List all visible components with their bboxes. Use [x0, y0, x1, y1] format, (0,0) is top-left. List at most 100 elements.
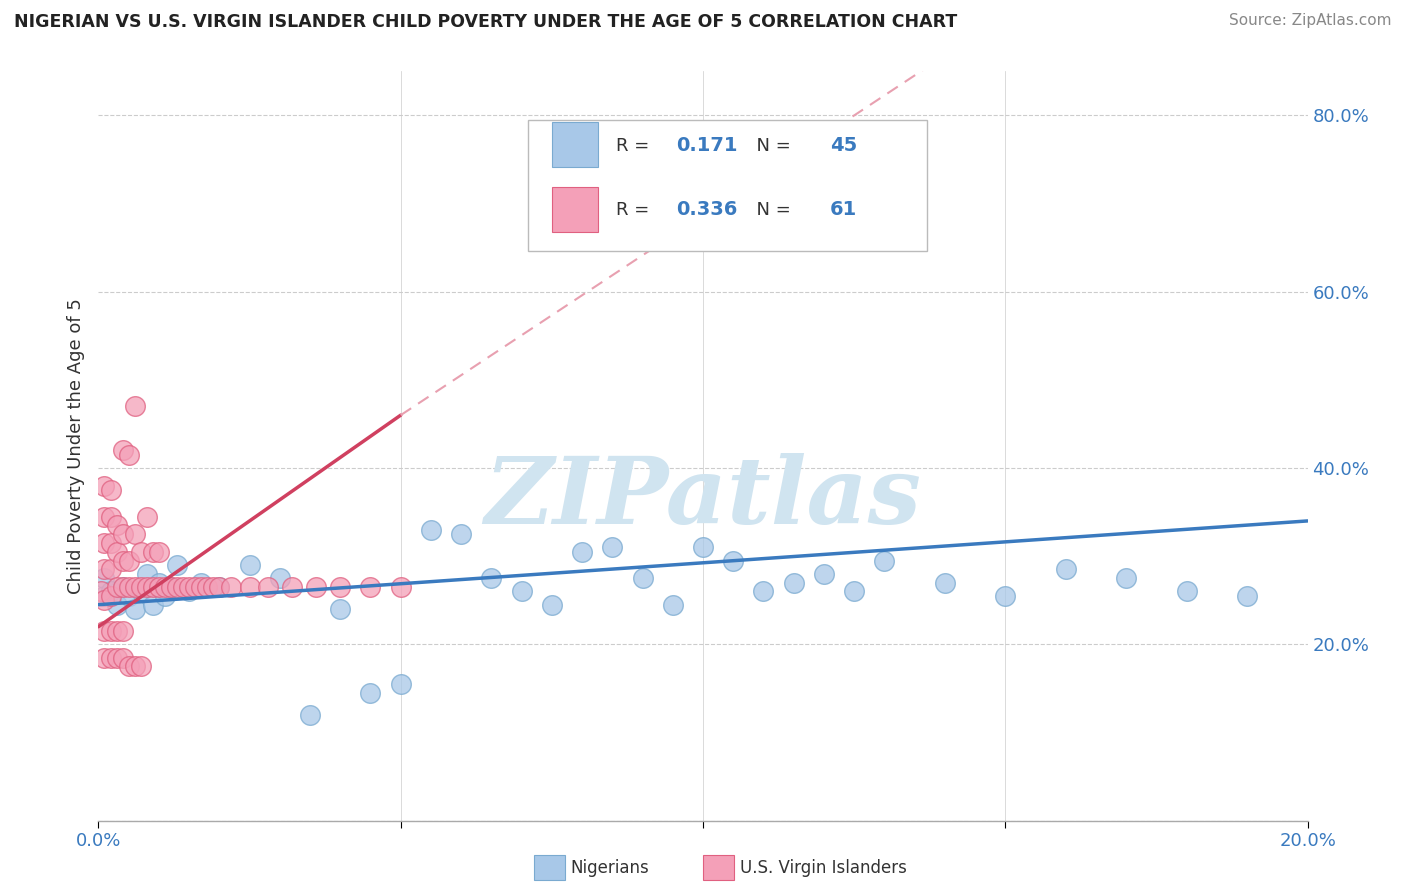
Point: [661, 598, 683, 612]
Point: [602, 541, 624, 555]
FancyBboxPatch shape: [527, 120, 927, 252]
Point: [105, 545, 128, 559]
Point: [135, 566, 157, 581]
Text: R =: R =: [616, 201, 655, 219]
Point: [994, 589, 1017, 603]
Point: [111, 650, 134, 665]
Point: [195, 580, 218, 594]
Point: [105, 650, 128, 665]
Point: [105, 518, 128, 533]
Point: [118, 553, 141, 567]
Point: [190, 580, 212, 594]
Point: [1115, 571, 1137, 585]
Point: [172, 580, 194, 594]
Point: [111, 624, 134, 639]
Point: [111, 443, 134, 458]
Text: 61: 61: [830, 201, 858, 219]
Point: [873, 553, 896, 567]
Point: [692, 541, 714, 555]
Point: [571, 545, 593, 559]
Text: 0.336: 0.336: [676, 201, 738, 219]
Point: [129, 659, 152, 673]
Point: [360, 580, 382, 594]
Point: [124, 580, 146, 594]
Point: [100, 536, 122, 550]
Bar: [551, 187, 598, 233]
Point: [118, 448, 141, 462]
Point: [129, 580, 152, 594]
Point: [934, 575, 956, 590]
Point: [124, 527, 146, 541]
Text: Source: ZipAtlas.com: Source: ZipAtlas.com: [1229, 13, 1392, 29]
Point: [135, 509, 157, 524]
Point: [93, 478, 115, 492]
Point: [844, 584, 866, 599]
Point: [450, 527, 472, 541]
Point: [129, 584, 152, 599]
Point: [299, 707, 322, 722]
Point: [153, 580, 176, 594]
Point: [93, 589, 115, 603]
Point: [142, 545, 165, 559]
Text: 45: 45: [830, 136, 858, 155]
Point: [208, 580, 231, 594]
Point: [124, 602, 146, 616]
Point: [142, 580, 165, 594]
Point: [329, 580, 352, 594]
Point: [221, 580, 243, 594]
Text: R =: R =: [616, 136, 655, 155]
Bar: [551, 122, 598, 167]
Point: [420, 523, 443, 537]
Point: [105, 624, 128, 639]
Point: [540, 598, 562, 612]
Point: [93, 509, 115, 524]
Point: [93, 593, 115, 607]
Text: ZIPatlas: ZIPatlas: [485, 453, 921, 543]
Point: [148, 580, 170, 594]
Point: [190, 575, 212, 590]
Point: [148, 575, 170, 590]
Point: [208, 580, 231, 594]
Point: [100, 589, 122, 603]
Point: [281, 580, 304, 594]
Point: [256, 580, 278, 594]
Point: [1054, 562, 1077, 576]
Point: [360, 686, 382, 700]
Text: NIGERIAN VS U.S. VIRGIN ISLANDER CHILD POVERTY UNDER THE AGE OF 5 CORRELATION CH: NIGERIAN VS U.S. VIRGIN ISLANDER CHILD P…: [14, 13, 957, 31]
Point: [111, 580, 134, 594]
Point: [389, 580, 412, 594]
Point: [129, 545, 152, 559]
Point: [166, 580, 188, 594]
Point: [100, 650, 122, 665]
Point: [166, 558, 188, 572]
Point: [631, 571, 654, 585]
Point: [93, 624, 115, 639]
Point: [389, 677, 412, 691]
Point: [105, 580, 128, 594]
Point: [100, 584, 122, 599]
Point: [752, 584, 775, 599]
Point: [100, 624, 122, 639]
Point: [90, 584, 112, 599]
Point: [239, 558, 262, 572]
Point: [93, 650, 115, 665]
Point: [93, 536, 115, 550]
Point: [510, 584, 533, 599]
Point: [269, 571, 291, 585]
Point: [239, 580, 262, 594]
Point: [100, 483, 122, 497]
Point: [153, 589, 176, 603]
Point: [105, 598, 128, 612]
Point: [179, 584, 201, 599]
Point: [111, 580, 134, 594]
Point: [481, 571, 503, 585]
Point: [124, 659, 146, 673]
Text: Nigerians: Nigerians: [571, 859, 650, 877]
Point: [723, 553, 745, 567]
Point: [118, 659, 141, 673]
Point: [100, 509, 122, 524]
Point: [148, 545, 170, 559]
Point: [100, 562, 122, 576]
Point: [118, 580, 141, 594]
Point: [111, 553, 134, 567]
